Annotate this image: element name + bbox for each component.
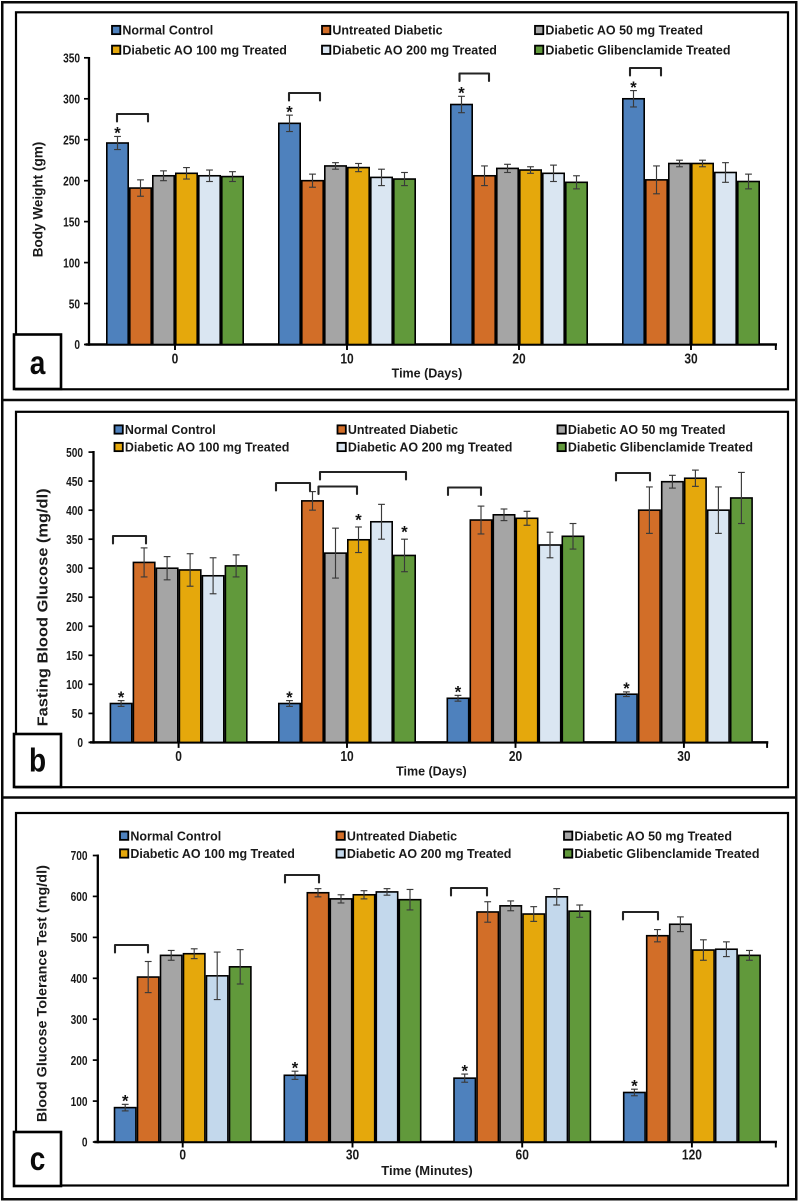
svg-text:Body Weight (gm): Body Weight (gm) — [30, 142, 46, 258]
svg-text:50: 50 — [69, 297, 80, 311]
svg-text:Untreated Diabetic: Untreated Diabetic — [348, 422, 458, 437]
svg-text:Normal Control: Normal Control — [122, 22, 213, 37]
svg-text:*: * — [631, 1078, 638, 1096]
svg-text:100: 100 — [71, 1095, 88, 1109]
svg-text:60: 60 — [516, 1146, 529, 1163]
svg-text:30: 30 — [684, 350, 697, 367]
svg-text:100: 100 — [66, 678, 83, 692]
svg-text:*: * — [461, 1062, 468, 1080]
svg-text:Diabetic AO 100 mg Treated: Diabetic AO 100 mg Treated — [125, 439, 290, 454]
svg-text:Diabetic Glibenclamide Treated: Diabetic Glibenclamide Treated — [545, 42, 730, 57]
svg-text:600: 600 — [71, 890, 88, 904]
svg-text:200: 200 — [71, 1054, 88, 1068]
svg-text:Fasting Blood Glucose (mg/dl): Fasting Blood Glucose (mg/dl) — [36, 488, 52, 726]
svg-text:Diabetic AO 200 mg Treated: Diabetic AO 200 mg Treated — [332, 42, 497, 57]
svg-text:350: 350 — [63, 51, 80, 65]
svg-text:150: 150 — [63, 215, 80, 229]
svg-text:*: * — [118, 689, 125, 707]
svg-text:c: c — [30, 1141, 46, 1178]
svg-text:350: 350 — [66, 533, 83, 547]
svg-text:Diabetic AO 100 mg Treated: Diabetic AO 100 mg Treated — [122, 42, 287, 57]
svg-text:0: 0 — [74, 338, 80, 352]
svg-text:Diabetic Glibenclamide Treated: Diabetic Glibenclamide Treated — [574, 846, 759, 861]
svg-text:50: 50 — [72, 707, 83, 721]
svg-text:*: * — [455, 684, 462, 702]
svg-text:10: 10 — [340, 748, 353, 765]
svg-text:*: * — [355, 511, 362, 529]
svg-text:Diabetic AO 200 mg Treated: Diabetic AO 200 mg Treated — [348, 439, 513, 454]
svg-text:*: * — [630, 79, 637, 97]
svg-text:Diabetic Glibenclamide Treated: Diabetic Glibenclamide Treated — [568, 439, 753, 454]
svg-text:Diabetic AO 200 mg Treated: Diabetic AO 200 mg Treated — [347, 846, 512, 861]
svg-text:*: * — [286, 689, 293, 707]
svg-text:Time (Minutes): Time (Minutes) — [381, 1163, 473, 1178]
svg-text:700: 700 — [71, 849, 88, 863]
svg-text:450: 450 — [66, 475, 83, 489]
svg-text:Diabetic AO 50 mg Treated: Diabetic AO 50 mg Treated — [568, 422, 726, 437]
svg-text:Blood Glucose Tolerance Test (: Blood Glucose Tolerance Test (mg/dl) — [33, 865, 49, 1122]
svg-text:Diabetic AO 50 mg Treated: Diabetic AO 50 mg Treated — [545, 22, 703, 37]
svg-text:0: 0 — [82, 1136, 88, 1150]
svg-text:150: 150 — [66, 649, 83, 663]
svg-text:300: 300 — [63, 92, 80, 106]
svg-text:Normal Control: Normal Control — [130, 828, 221, 843]
svg-text:*: * — [114, 125, 121, 143]
svg-text:300: 300 — [71, 1013, 88, 1027]
svg-text:30: 30 — [677, 748, 690, 765]
svg-text:10: 10 — [340, 350, 353, 367]
svg-text:250: 250 — [63, 133, 80, 147]
svg-text:20: 20 — [509, 748, 522, 765]
svg-text:0: 0 — [77, 736, 83, 750]
svg-text:Normal Control: Normal Control — [125, 422, 216, 437]
svg-text:300: 300 — [66, 562, 83, 576]
svg-text:*: * — [623, 680, 630, 698]
svg-text:Untreated Diabetic: Untreated Diabetic — [332, 22, 442, 37]
svg-text:a: a — [30, 345, 46, 382]
svg-text:400: 400 — [66, 504, 83, 518]
svg-text:500: 500 — [71, 931, 88, 945]
svg-text:200: 200 — [66, 620, 83, 634]
svg-text:*: * — [401, 524, 408, 542]
svg-text:Time (Days): Time (Days) — [396, 764, 467, 778]
svg-text:0: 0 — [179, 1146, 186, 1163]
svg-text:100: 100 — [63, 256, 80, 270]
svg-text:500: 500 — [66, 446, 83, 460]
svg-text:*: * — [458, 85, 465, 103]
svg-text:Diabetic AO 50 mg Treated: Diabetic AO 50 mg Treated — [574, 828, 732, 843]
svg-text:0: 0 — [175, 748, 182, 765]
svg-text:*: * — [286, 104, 293, 122]
svg-text:200: 200 — [63, 174, 80, 188]
svg-text:0: 0 — [172, 350, 179, 367]
svg-text:Time (Days): Time (Days) — [392, 366, 463, 380]
svg-text:250: 250 — [66, 591, 83, 605]
svg-text:Untreated Diabetic: Untreated Diabetic — [347, 828, 457, 843]
svg-text:400: 400 — [71, 972, 88, 986]
svg-text:Diabetic AO 100 mg Treated: Diabetic AO 100 mg Treated — [130, 846, 295, 861]
svg-text:20: 20 — [512, 350, 525, 367]
svg-text:30: 30 — [346, 1146, 359, 1163]
svg-text:b: b — [29, 742, 46, 779]
svg-text:*: * — [292, 1060, 299, 1078]
svg-text:*: * — [122, 1093, 129, 1111]
svg-text:120: 120 — [682, 1146, 702, 1163]
